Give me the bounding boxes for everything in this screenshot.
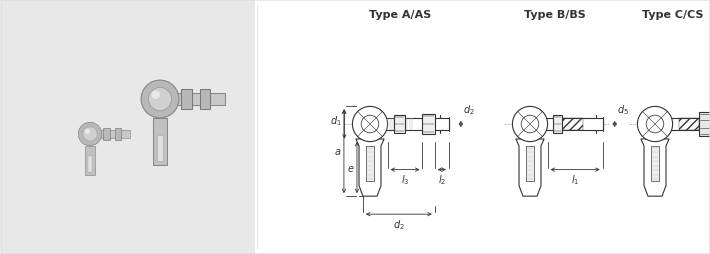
Text: Type C/CS: Type C/CS	[643, 10, 704, 20]
Polygon shape	[641, 139, 669, 196]
Bar	[99, 131, 131, 138]
Bar	[562, 118, 584, 131]
Bar	[103, 128, 109, 141]
Text: $d_1$: $d_1$	[329, 114, 342, 128]
Bar	[88, 157, 92, 173]
Circle shape	[78, 123, 102, 146]
Bar	[386, 118, 449, 131]
Circle shape	[646, 116, 664, 133]
Bar	[366, 146, 374, 182]
Bar	[422, 115, 435, 134]
Polygon shape	[516, 139, 544, 196]
Bar	[255, 0, 710, 254]
Bar	[181, 90, 192, 110]
Circle shape	[152, 91, 160, 100]
Bar	[670, 118, 710, 131]
Circle shape	[141, 81, 179, 118]
Circle shape	[361, 116, 379, 133]
Circle shape	[83, 127, 97, 141]
Polygon shape	[356, 139, 384, 196]
Bar	[545, 118, 603, 131]
Bar	[115, 128, 121, 141]
Bar	[525, 146, 535, 182]
Bar	[679, 118, 699, 131]
Text: $d_2$: $d_2$	[393, 217, 405, 231]
Bar	[650, 146, 660, 182]
Text: $d_5$: $d_5$	[617, 103, 628, 116]
Text: $l_2$: $l_2$	[437, 173, 446, 187]
Text: $a$: $a$	[334, 147, 341, 157]
Bar	[699, 113, 710, 136]
Bar	[394, 115, 405, 134]
Bar	[200, 90, 210, 110]
Circle shape	[513, 107, 547, 142]
Text: $e$: $e$	[347, 163, 355, 173]
Circle shape	[352, 107, 388, 142]
Bar	[552, 115, 562, 134]
Circle shape	[84, 129, 90, 134]
Text: $l_3$: $l_3$	[400, 173, 409, 187]
Text: $d_2$: $d_2$	[463, 103, 474, 116]
Bar	[85, 146, 94, 175]
Text: Type A/AS: Type A/AS	[369, 10, 431, 20]
Text: Type B/BS: Type B/BS	[524, 10, 586, 20]
Text: $l_1$: $l_1$	[571, 173, 579, 187]
Bar	[0, 0, 255, 254]
Bar	[153, 118, 168, 166]
Circle shape	[521, 116, 539, 133]
Bar	[157, 135, 163, 161]
Bar	[175, 93, 225, 106]
Circle shape	[148, 88, 172, 111]
Circle shape	[638, 107, 672, 142]
